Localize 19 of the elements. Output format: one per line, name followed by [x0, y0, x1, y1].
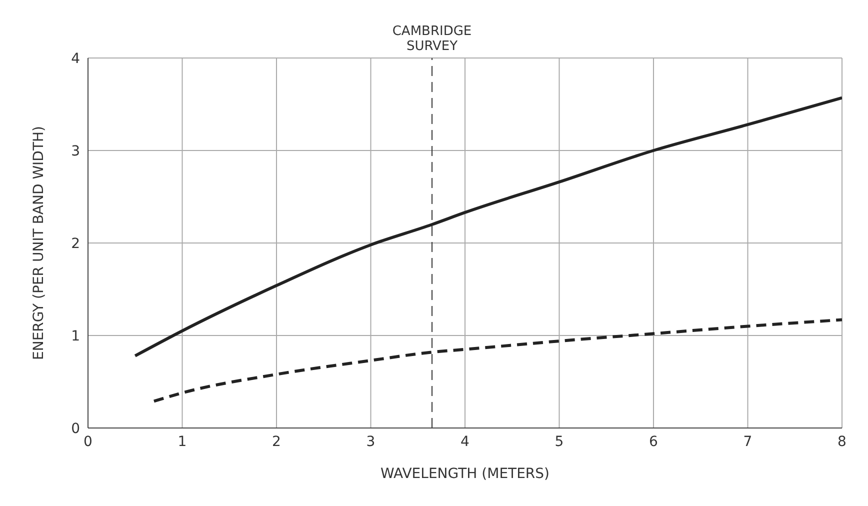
x-tick-label: 7: [743, 434, 752, 450]
y-tick-label: 2: [71, 236, 80, 252]
y-tick-label: 1: [71, 328, 80, 344]
y-axis-title: ENERGY (PER UNIT BAND WIDTH): [30, 126, 47, 360]
x-tick-label: 3: [366, 434, 376, 450]
x-axis-title: WAVELENGTH (METERS): [380, 466, 550, 482]
x-tick-label: 1: [178, 434, 187, 450]
x-tick-label: 0: [84, 434, 92, 450]
x-tick-label: 8: [838, 434, 846, 450]
y-tick-label: 4: [71, 50, 80, 67]
x-tick-label: 5: [554, 434, 564, 450]
x-tick-label: 4: [460, 434, 470, 450]
y-tick-label: 3: [71, 143, 80, 160]
x-tick-label: 2: [272, 434, 281, 450]
line-series: [134, 96, 842, 358]
ref-line-label: CAMBRIDGE SURVEY: [392, 24, 472, 54]
y-tick-label: 0: [71, 420, 80, 437]
line-series: [152, 318, 842, 403]
x-tick-label: 6: [649, 434, 658, 450]
